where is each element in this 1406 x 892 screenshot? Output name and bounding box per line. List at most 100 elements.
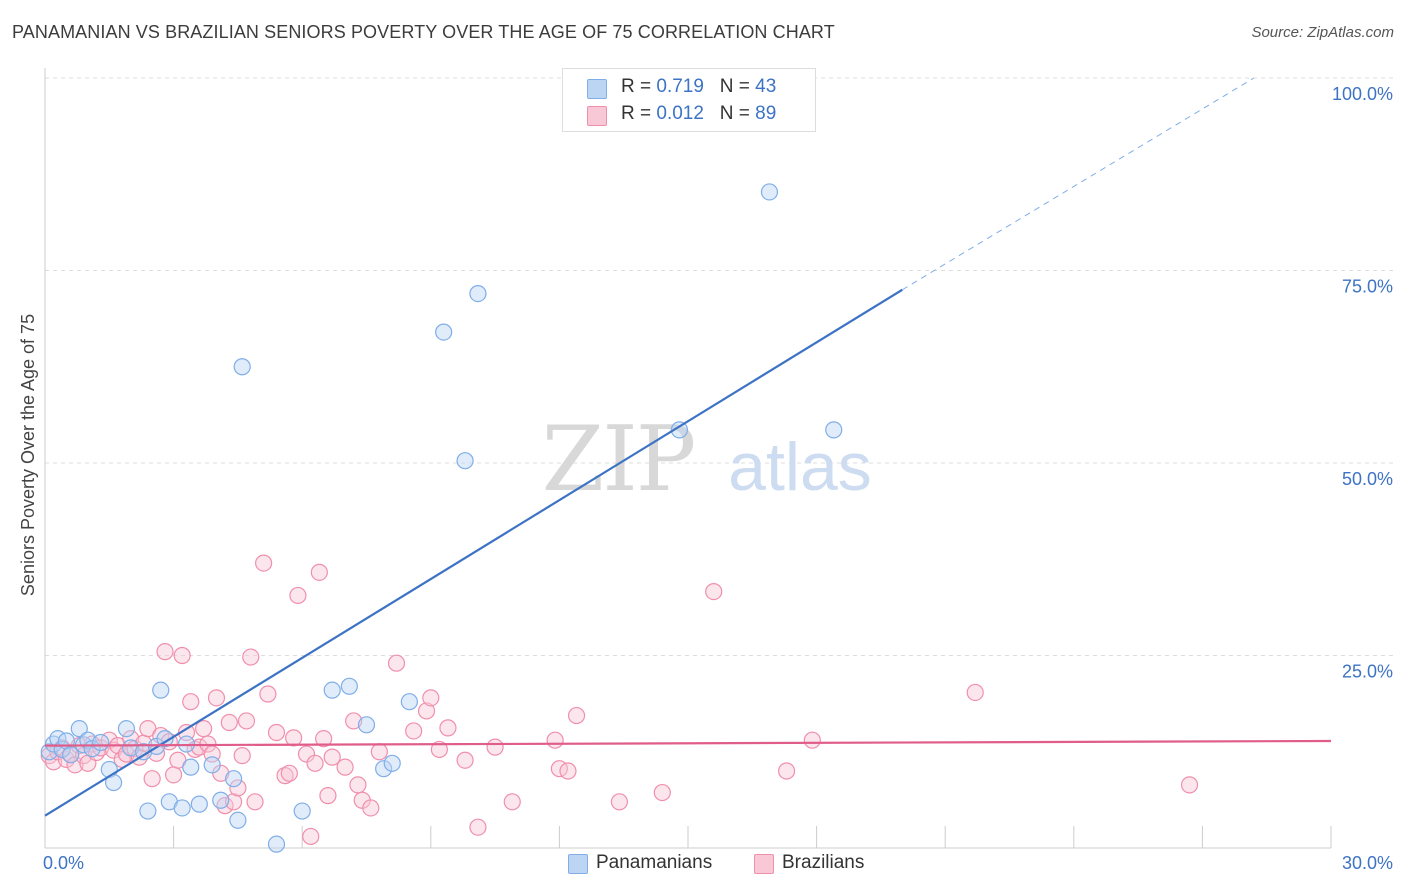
brazilian-point xyxy=(182,693,200,711)
panamanian-point xyxy=(340,677,358,695)
brazilian-point xyxy=(486,738,504,756)
brazilian-point xyxy=(349,776,367,794)
brazilian-point xyxy=(173,646,191,665)
legend-label-panamanians: Panamanians xyxy=(596,852,713,873)
panamanian-point xyxy=(229,811,247,829)
brazilian-point xyxy=(966,683,984,702)
brazilian-point xyxy=(229,779,247,797)
brazilian-point xyxy=(302,827,320,846)
panamanian-point xyxy=(825,421,843,439)
brazilians-swatch xyxy=(587,106,607,126)
watermark: ZIP atlas xyxy=(542,407,872,512)
panamanian-point xyxy=(357,716,376,734)
brazilian-point xyxy=(255,554,273,572)
chart-title: PANAMANIAN VS BRAZILIAN SENIORS POVERTY … xyxy=(12,22,835,42)
panamanian-point xyxy=(212,791,230,809)
brazilian-point xyxy=(345,712,363,730)
panamanian-point xyxy=(760,183,779,201)
brazilian-point xyxy=(220,713,238,732)
axes xyxy=(44,68,1332,849)
brazilian-point xyxy=(559,762,577,780)
panamanian-point xyxy=(152,681,170,699)
brazilian-point xyxy=(546,731,564,749)
panamanian-point xyxy=(456,452,474,470)
panamanian-point xyxy=(383,754,401,772)
brazilian-point xyxy=(259,685,277,703)
panamanian-point xyxy=(267,835,286,853)
brazilian-point xyxy=(803,731,821,749)
brazilian-point xyxy=(1180,776,1199,794)
brazilian-point xyxy=(66,756,84,774)
panamanians-trend-line xyxy=(44,288,903,817)
panamanians-points xyxy=(40,183,843,853)
brazilian-point xyxy=(422,689,440,707)
brazilian-point xyxy=(143,770,161,788)
panamanian-point xyxy=(117,720,136,738)
brazilian-point xyxy=(267,723,286,742)
brazilian-point xyxy=(237,712,256,730)
r-value: 0.719 xyxy=(656,76,704,97)
brazilian-point xyxy=(310,563,328,581)
brazilian-point xyxy=(323,748,341,766)
watermark-atlas: atlas xyxy=(728,429,872,505)
panamanians-swatch xyxy=(568,854,588,874)
panamanian-point xyxy=(225,770,243,788)
brazilian-point xyxy=(387,654,406,672)
panamanian-point xyxy=(670,421,689,439)
brazilian-point xyxy=(289,586,307,605)
brazilian-point xyxy=(405,722,423,740)
brazilian-point xyxy=(319,787,337,805)
brazilian-point xyxy=(439,719,457,737)
chart-source: Source: ZipAtlas.com xyxy=(1251,24,1394,41)
panamanian-point xyxy=(233,358,251,376)
panamanian-point xyxy=(134,743,153,761)
r-label: R = xyxy=(621,76,657,97)
brazilian-point xyxy=(362,799,380,817)
panamanian-point xyxy=(182,758,200,776)
brazilian-point xyxy=(280,764,298,782)
r-label: R = xyxy=(621,103,657,124)
brazilian-point xyxy=(285,729,303,747)
y-tick-label: 25.0% xyxy=(1342,662,1393,682)
brazilian-point xyxy=(315,730,333,748)
brazilian-point xyxy=(122,730,140,748)
trend-lines xyxy=(44,77,1332,817)
panamanian-point xyxy=(375,760,393,778)
panamanian-point xyxy=(156,730,174,748)
panamanian-point xyxy=(139,802,157,820)
brazilian-point xyxy=(567,706,586,725)
n-value: 89 xyxy=(755,103,777,124)
brazilian-point xyxy=(165,766,183,784)
brazilian-point xyxy=(456,751,474,769)
correlation-legend: R = 0.719 N = 43 R = 0.012 N = 89 xyxy=(562,68,816,132)
legend-label-brazilians: Brazilians xyxy=(782,852,865,873)
x-tick-label: 0.0% xyxy=(43,853,84,873)
brazilian-point xyxy=(207,689,226,707)
brazilian-point xyxy=(242,648,260,666)
y-axis-label: Seniors Poverty Over the Age of 75 xyxy=(18,314,38,596)
panamanian-point xyxy=(469,285,487,303)
brazilian-point xyxy=(233,746,251,765)
panamanian-point xyxy=(92,733,110,752)
panamanian-point xyxy=(323,681,341,699)
x-tick-label: 30.0% xyxy=(1342,853,1393,873)
brazilian-point xyxy=(370,743,388,761)
brazilian-point xyxy=(610,793,629,811)
panamanian-point xyxy=(70,720,88,738)
r-value: 0.012 xyxy=(656,103,704,124)
panamanian-point xyxy=(293,802,311,820)
brazilians-trend-line xyxy=(44,739,1332,747)
brazilian-point xyxy=(430,740,448,759)
n-value: 43 xyxy=(755,76,777,97)
panamanian-point xyxy=(122,739,140,757)
brazilian-point xyxy=(417,702,436,720)
panamanian-point xyxy=(203,756,221,774)
brazilians-swatch xyxy=(754,854,774,874)
brazilian-point xyxy=(469,818,487,836)
brazilian-point xyxy=(297,745,316,763)
y-tick-label: 100.0% xyxy=(1332,84,1393,104)
brazilian-point xyxy=(44,753,63,771)
panamanian-point xyxy=(79,731,97,749)
panamanian-point xyxy=(190,795,208,813)
x-tick-labels: 0.0% 30.0% xyxy=(43,853,1393,873)
